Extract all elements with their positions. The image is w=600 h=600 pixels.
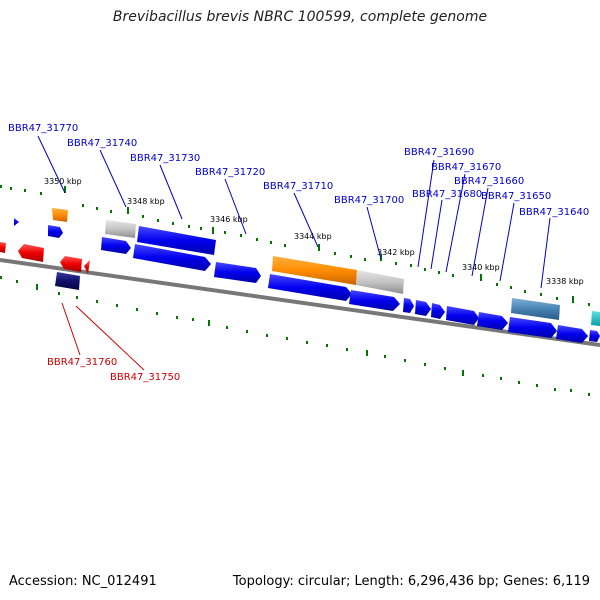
gene-label-bbr47-31710[interactable]: BBR47_31710 [263,181,333,192]
gene-label-bbr47-31680[interactable]: BBR47_31680 [412,189,482,200]
gene-arrow[interactable] [591,311,600,326]
gene-label-bbr47-31650[interactable]: BBR47_31650 [481,191,551,202]
gene-arrow[interactable] [477,312,508,330]
map-title: Brevibacillus brevis NBRC 100599, comple… [112,9,488,25]
gene-arrow[interactable] [431,303,445,319]
gene-arrow[interactable] [0,242,6,253]
gene-label-bbr47-31690[interactable]: BBR47_31690 [404,147,474,158]
tick-label-3340: 3340 kbp [462,263,500,272]
gene-arrow[interactable] [101,237,131,254]
genome-backbone [0,258,600,347]
gene-label-bbr47-31660[interactable]: BBR47_31660 [454,176,524,187]
gene-arrow[interactable] [137,226,216,255]
gene-arrow[interactable] [14,218,19,226]
gene-arrow[interactable] [511,298,560,320]
gene-arrow[interactable] [268,274,352,301]
gene-label-bbr47-31760[interactable]: BBR47_31760 [47,357,117,368]
gene-arrow[interactable] [105,220,136,238]
tick-label-3350: 3350 kbp [44,177,82,186]
accession-text: Accession: NC_012491 [9,574,157,589]
gene-label-bbr47-31770[interactable]: BBR47_31770 [8,123,78,134]
gene-arrow[interactable] [84,260,90,274]
gene-label-bbr47-31670[interactable]: BBR47_31670 [431,162,501,173]
gene-arrow[interactable] [272,256,357,285]
gene-arrow[interactable] [48,225,63,238]
tick-label-3338: 3338 kbp [546,277,584,286]
gene-arrow[interactable] [133,244,211,271]
gene-arrow[interactable] [55,272,80,290]
tick-label-3346: 3346 kbp [210,215,248,224]
gene-label-bbr47-31740[interactable]: BBR47_31740 [67,138,137,149]
outer-tick-ring [0,185,590,306]
gene-label-bbr47-31750[interactable]: BBR47_31750 [110,372,180,383]
gene-arrow[interactable] [508,317,557,338]
forward-leader-lines [37,135,551,289]
gene-arrow[interactable] [403,298,414,313]
inner-tick-ring [0,276,590,396]
tick-label-3342: 3342 kbp [377,248,415,257]
gene-label-bbr47-31700[interactable]: BBR47_31700 [334,195,404,206]
gene-arrow[interactable] [589,330,600,342]
gene-arrow[interactable] [18,244,44,262]
gene-arrow[interactable] [556,325,588,343]
gene-arrow[interactable] [446,306,479,325]
gene-label-bbr47-31640[interactable]: BBR47_31640 [519,207,589,218]
gene-label-bbr47-31720[interactable]: BBR47_31720 [195,167,265,178]
gene-arrow[interactable] [52,208,68,222]
tick-label-3348: 3348 kbp [127,197,165,206]
gene-arrow[interactable] [415,300,431,316]
reverse-leader-lines [61,302,145,371]
genome-summary-text: Topology: circular; Length: 6,296,436 bp… [232,574,590,589]
gene-arrow[interactable] [60,256,82,272]
gene-arrow[interactable] [356,270,404,294]
gene-arrow[interactable] [349,290,400,311]
gene-arrow[interactable] [214,262,261,283]
gene-label-bbr47-31730[interactable]: BBR47_31730 [130,153,200,164]
